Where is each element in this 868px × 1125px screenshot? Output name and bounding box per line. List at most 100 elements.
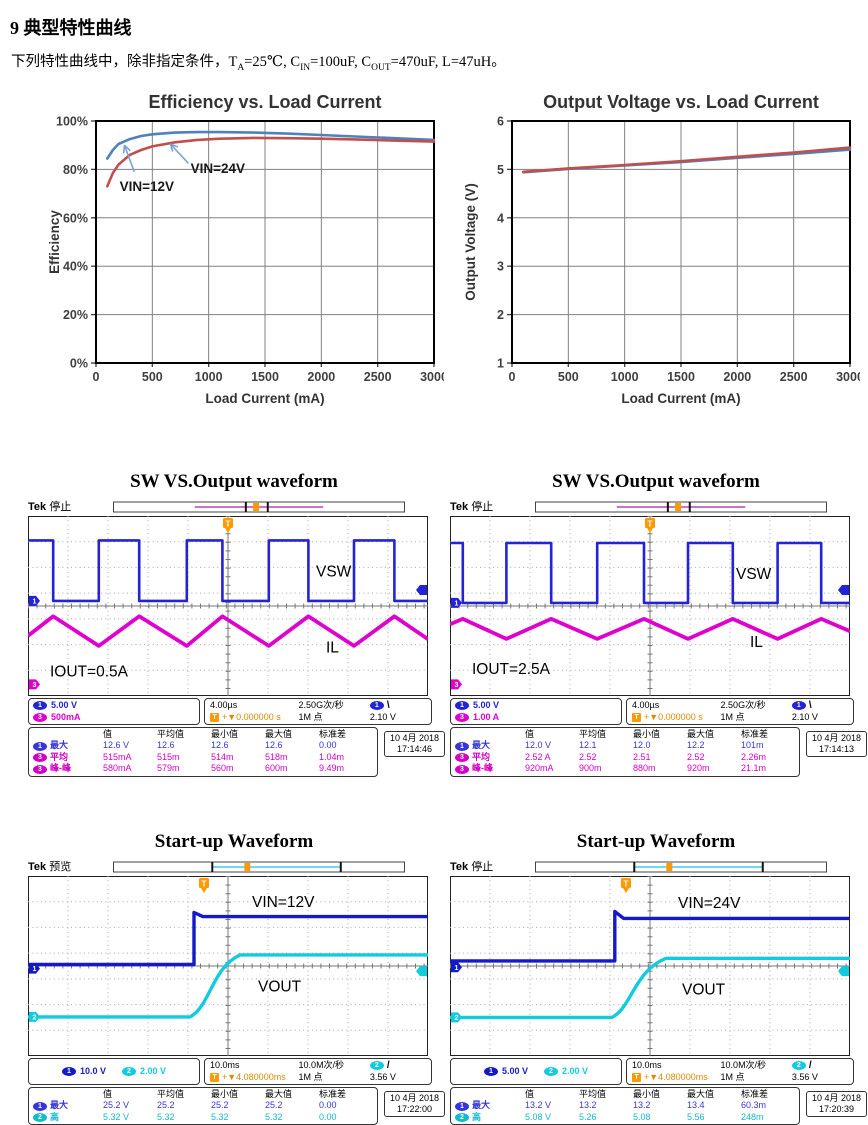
channel-scale-value: 10.0 V xyxy=(79,1065,106,1076)
channel-badge: 3 xyxy=(33,764,47,774)
readout-row-1: 1 5.00 V 3 1.00 A 4.00µs T +▼0.000000 s 2.50G次/… xyxy=(450,697,854,725)
chart-title: Output Voltage vs. Load Current xyxy=(543,92,819,112)
trigger-position-marker xyxy=(253,503,260,512)
waveform-label: VIN=24V xyxy=(678,895,741,912)
meas-header: 最大值 xyxy=(265,1088,293,1099)
x-tick-label: 1000 xyxy=(611,370,639,384)
meas-header: 值 xyxy=(525,1088,535,1099)
annotation-arrow xyxy=(123,144,136,172)
acquisition-status: 预览 xyxy=(46,861,72,874)
meas-header: 值 xyxy=(103,1088,113,1099)
tek-brand: Tek xyxy=(450,501,469,514)
channel-badge: 1 xyxy=(483,1066,498,1076)
readout-row-2: 值平均值 最小值 最大值 标准差 1 最大 12.0 V 12.1 12.0 12.2 101m 3 平… xyxy=(450,726,868,777)
meas-value: 12.6 xyxy=(211,740,229,751)
channel-scale-value: 5.00 V xyxy=(473,699,500,710)
y-tick-label: 100% xyxy=(56,114,88,128)
channel-badge: 1 xyxy=(33,1101,47,1111)
measurement-table: 值平均值 最小值 最大值 标准差 1 最大 13.2 V 13.2 13.2 13.4 60.3m 2… xyxy=(450,1086,800,1125)
sample-rate: 10.0M次/秒 xyxy=(720,1059,767,1070)
channel-scale: 3 1.00 A xyxy=(455,712,617,723)
meas-value: 0.00 xyxy=(319,1100,337,1111)
meas-value: 21.1m xyxy=(741,763,767,774)
y-tick-label: 0% xyxy=(70,356,88,370)
x-tick-label: 0 xyxy=(93,370,100,384)
meas-value: 12.0 V xyxy=(525,740,552,751)
readout-row-2: 值平均值 最小值 最大值 标准差 1 最大 12.6 V 12.6 12.6 12.6 0.00 3 平… xyxy=(28,726,446,777)
meas-value: 13.2 xyxy=(633,1100,651,1111)
waveform-label: VSW xyxy=(316,563,352,580)
meas-value: 13.2 V xyxy=(525,1100,552,1111)
readout-row-1: 1 5.00 V 2 2.00 V 10.0ms T +▼4.080000ms 10.0M次/… xyxy=(450,1057,854,1085)
meas-row-label: 1 最大 xyxy=(455,740,525,752)
meas-value: 900m xyxy=(579,763,602,774)
meas-row-label: 1 最大 xyxy=(455,1100,525,1112)
meas-value: 5.56 xyxy=(687,1111,705,1122)
annotation-arrowhead xyxy=(169,143,174,152)
scope-topbar: Tek 停止 xyxy=(28,499,432,514)
plot-border xyxy=(511,119,851,364)
time-value: 17:14:46 xyxy=(397,743,433,754)
chart-series xyxy=(105,136,436,188)
scope-title: SW VS.Output waveform xyxy=(130,470,338,492)
channel-badge: 2 xyxy=(455,1113,469,1123)
timebase-scale: 4.00µs xyxy=(210,699,238,710)
channel-position-marker-label: 3 xyxy=(33,682,37,689)
timebase-scale: 4.00µs xyxy=(632,699,660,710)
sample-rate: 2.50G次/秒 xyxy=(298,699,344,710)
channel-badge: 1 xyxy=(455,1101,469,1111)
measurement-table: 值平均值 最小值 最大值 标准差 1 最大 25.2 V 25.2 25.2 25.2 0.00 2 高… xyxy=(28,1086,378,1125)
channel-scale-readout: 1 5.00 V 2 2.00 V xyxy=(450,1057,622,1085)
y-tick-label: 4 xyxy=(497,211,504,225)
trigger-delay-icon: T xyxy=(210,712,219,722)
meas-value: 2.52 xyxy=(687,751,705,762)
meas-value: 0.00 xyxy=(319,740,337,751)
acquisition-column: 2.50G次/秒 1M 点 xyxy=(299,700,370,723)
channel-badge: 2 xyxy=(122,1066,136,1076)
waveform-label: VIN=12V xyxy=(252,894,315,911)
channel-badge: 3 xyxy=(455,764,469,774)
tek-status: Tek 停止 xyxy=(28,498,86,514)
trigger-level: 2.10 V xyxy=(369,711,396,722)
position-bar xyxy=(508,860,854,873)
meas-header-blank xyxy=(33,729,103,741)
meas-value: 25.2 xyxy=(157,1100,175,1111)
trigger-slope-glyph: / xyxy=(386,1059,390,1071)
delay-readout: T +▼0.000000 s xyxy=(632,712,721,723)
meas-value: 580mA xyxy=(103,763,132,774)
channel-badge: 2 xyxy=(33,1113,47,1123)
meas-value: 12.1 xyxy=(579,740,597,751)
channel-badge: 3 xyxy=(455,712,469,722)
meas-value: 518m xyxy=(265,751,288,762)
oscilloscope-graticule: T VSW IL IOUT=2.5A 1 3 xyxy=(450,515,850,696)
y-tick-label: 5 xyxy=(497,163,504,177)
scope-topbar: Tek 预览 xyxy=(28,859,432,874)
record-length: 1M 点 xyxy=(720,1071,745,1082)
meas-value: 514m xyxy=(211,751,234,762)
trigger-position-marker xyxy=(675,503,682,512)
channel-position-marker xyxy=(451,679,462,690)
chart-series xyxy=(521,146,852,173)
position-bar xyxy=(86,500,432,513)
chart-series xyxy=(105,130,436,160)
channel-position-marker-label: 1 xyxy=(455,600,459,607)
meas-value: 13.2 xyxy=(579,1100,597,1111)
x-tick-label: 500 xyxy=(142,370,163,384)
annotation-arrow xyxy=(169,143,189,164)
scope-screen: Tek 停止 T VSW IL IOUT=0.5A 1 3 1 5.00 V 3 500mA 4.00… xyxy=(28,499,446,777)
meas-header: 值 xyxy=(103,728,113,739)
meas-header: 平均值 xyxy=(579,1088,607,1099)
delay-value: +▼4.080000ms xyxy=(644,1071,708,1082)
x-axis-title: Load Current (mA) xyxy=(205,391,324,406)
meas-row-label: 3 平均 xyxy=(33,752,103,764)
x-tick-label: 0 xyxy=(509,370,516,384)
meas-row-label: 3 峰-峰 xyxy=(455,763,525,775)
record-length: 1M 点 xyxy=(298,1071,323,1082)
efficiency-chart: Efficiency vs. Load Current 0 500 1000 1500 2… xyxy=(47,92,444,406)
meas-value: 12.6 xyxy=(157,740,175,751)
meas-value: 880m xyxy=(633,763,656,774)
channel-position-marker-label: 2 xyxy=(455,1015,459,1022)
trigger-delay-icon: T xyxy=(632,1072,641,1082)
channel-scale-readout: 1 5.00 V 3 1.00 A xyxy=(450,697,622,725)
channel-badge: 2 xyxy=(544,1066,558,1076)
